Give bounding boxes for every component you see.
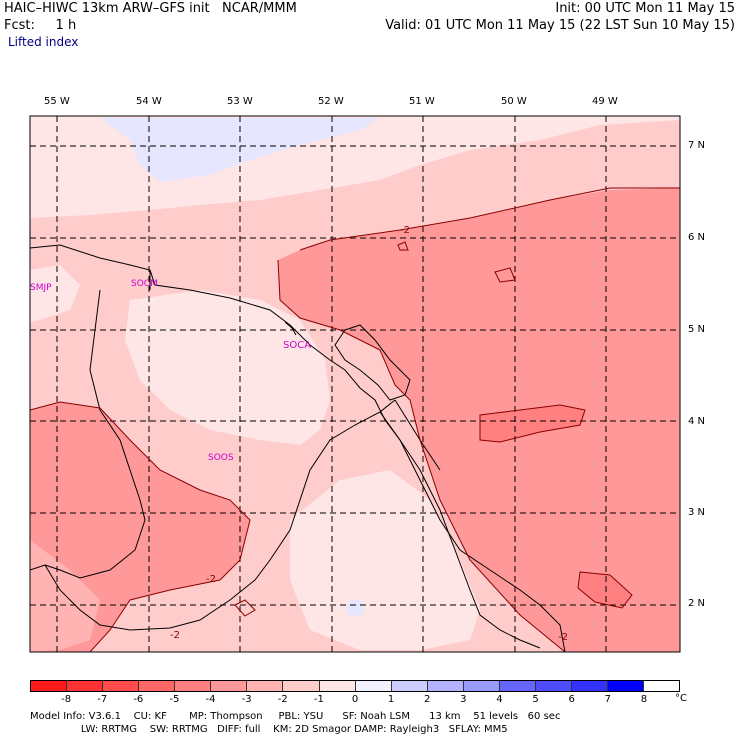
colorbar-segment [355,681,392,691]
coastlines-borders [30,244,566,652]
lat-label-6n: 6 N [688,232,706,243]
colorbar-tick-label: -4 [205,694,216,705]
contour-label: -2 [400,225,410,236]
fill-blue-dot [346,599,364,617]
colorbar-segment [535,681,572,691]
colorbar-tick-label: -8 [61,694,72,705]
lat-label-5n: 5 N [688,324,706,335]
colorbar-segment [499,681,536,691]
lon-label-54w: 54 W [136,96,162,107]
fill-pale-west [30,265,80,322]
colorbar-segment [391,681,428,691]
fill-pale-central [125,290,330,445]
colorbar-tick-label: 1 [387,694,395,705]
lon-label-55w: 55 W [44,96,70,107]
fill-mid-pink-sw [30,540,100,652]
valid-time: Valid: 01 UTC Mon 11 May 15 (22 LST Sun … [385,18,735,33]
forecast-hour: Fcst: 1 h [4,18,77,33]
colorbar-tick-label: -2 [277,694,288,705]
colorbar-tick-label: 0 [351,694,359,705]
colorbar-unit: °C [675,693,687,704]
colorbar-tick-label: 2 [424,694,431,705]
station-smjp: SMJP [30,283,52,293]
footer-physics-info: LW: RRTMG SW: RRTMG DIFF: full KM: 2D Sm… [30,724,508,735]
fill-darker-pink-east [278,188,680,652]
footer-model-info: Model Info: V3.6.1 CU: KF MP: Thompson P… [30,711,561,722]
colorbar-tick-label: 8 [640,694,648,705]
colorbar-segment [283,681,320,691]
lat-label-4n: 4 N [688,416,706,427]
model-title: HAIC–HIWC 13km ARW–GFS init NCAR/MMM [4,1,297,16]
colorbar-segment [211,681,248,691]
colorbar [30,680,680,692]
init-time: Init: 00 UTC Mon 11 May 15 [555,1,735,16]
colorbar-tick-label: 6 [568,694,575,705]
station-soca: SOCA [283,340,312,351]
colorbar-segment [103,681,140,691]
lon-label-53w: 53 W [227,96,253,107]
lon-label-51w: 51 W [409,96,435,107]
station-soos: SOOS [208,453,234,463]
field-name: Lifted index [8,35,79,49]
colorbar-tick-label: 5 [532,694,539,705]
contour-label: -2 [206,574,216,585]
lat-label-7n: 7 N [688,140,706,151]
lat-lon-grid [30,116,680,652]
contour-label: -2 [170,630,180,641]
contour-lines [30,187,680,652]
colorbar-segment [571,681,608,691]
station-socm: SOCM [131,279,158,289]
colorbar-segment [463,681,500,691]
lat-label-3n: 3 N [688,507,706,518]
colorbar-tick-label: -7 [97,694,108,705]
colorbar-tick-label: -3 [241,694,252,705]
colorbar-tick-label: -5 [169,694,180,705]
colorbar-tick-label: -1 [313,694,324,705]
lon-label-49w: 49 W [592,96,618,107]
colorbar-segment [67,681,104,691]
colorbar-tick-label: 7 [604,694,611,705]
colorbar-segment [247,681,284,691]
colorbar-tick-label: 4 [496,694,503,705]
colorbar-segment [175,681,212,691]
colorbar-segment [608,681,645,691]
lat-label-2n: 2 N [688,598,706,609]
lon-label-50w: 50 W [501,96,527,107]
map-frame [29,115,681,653]
colorbar-segment [319,681,356,691]
contour-label: -2 [558,632,568,643]
colorbar-segment [31,681,68,691]
lon-label-52w: 52 W [318,96,344,107]
colorbar-tick-label: 3 [460,694,467,705]
colorbar-segment [427,681,464,691]
colorbar-tick-label: -6 [133,694,144,705]
fill-blob-4n [480,405,585,442]
colorbar-segment [139,681,176,691]
colorbar-segment [644,681,680,691]
